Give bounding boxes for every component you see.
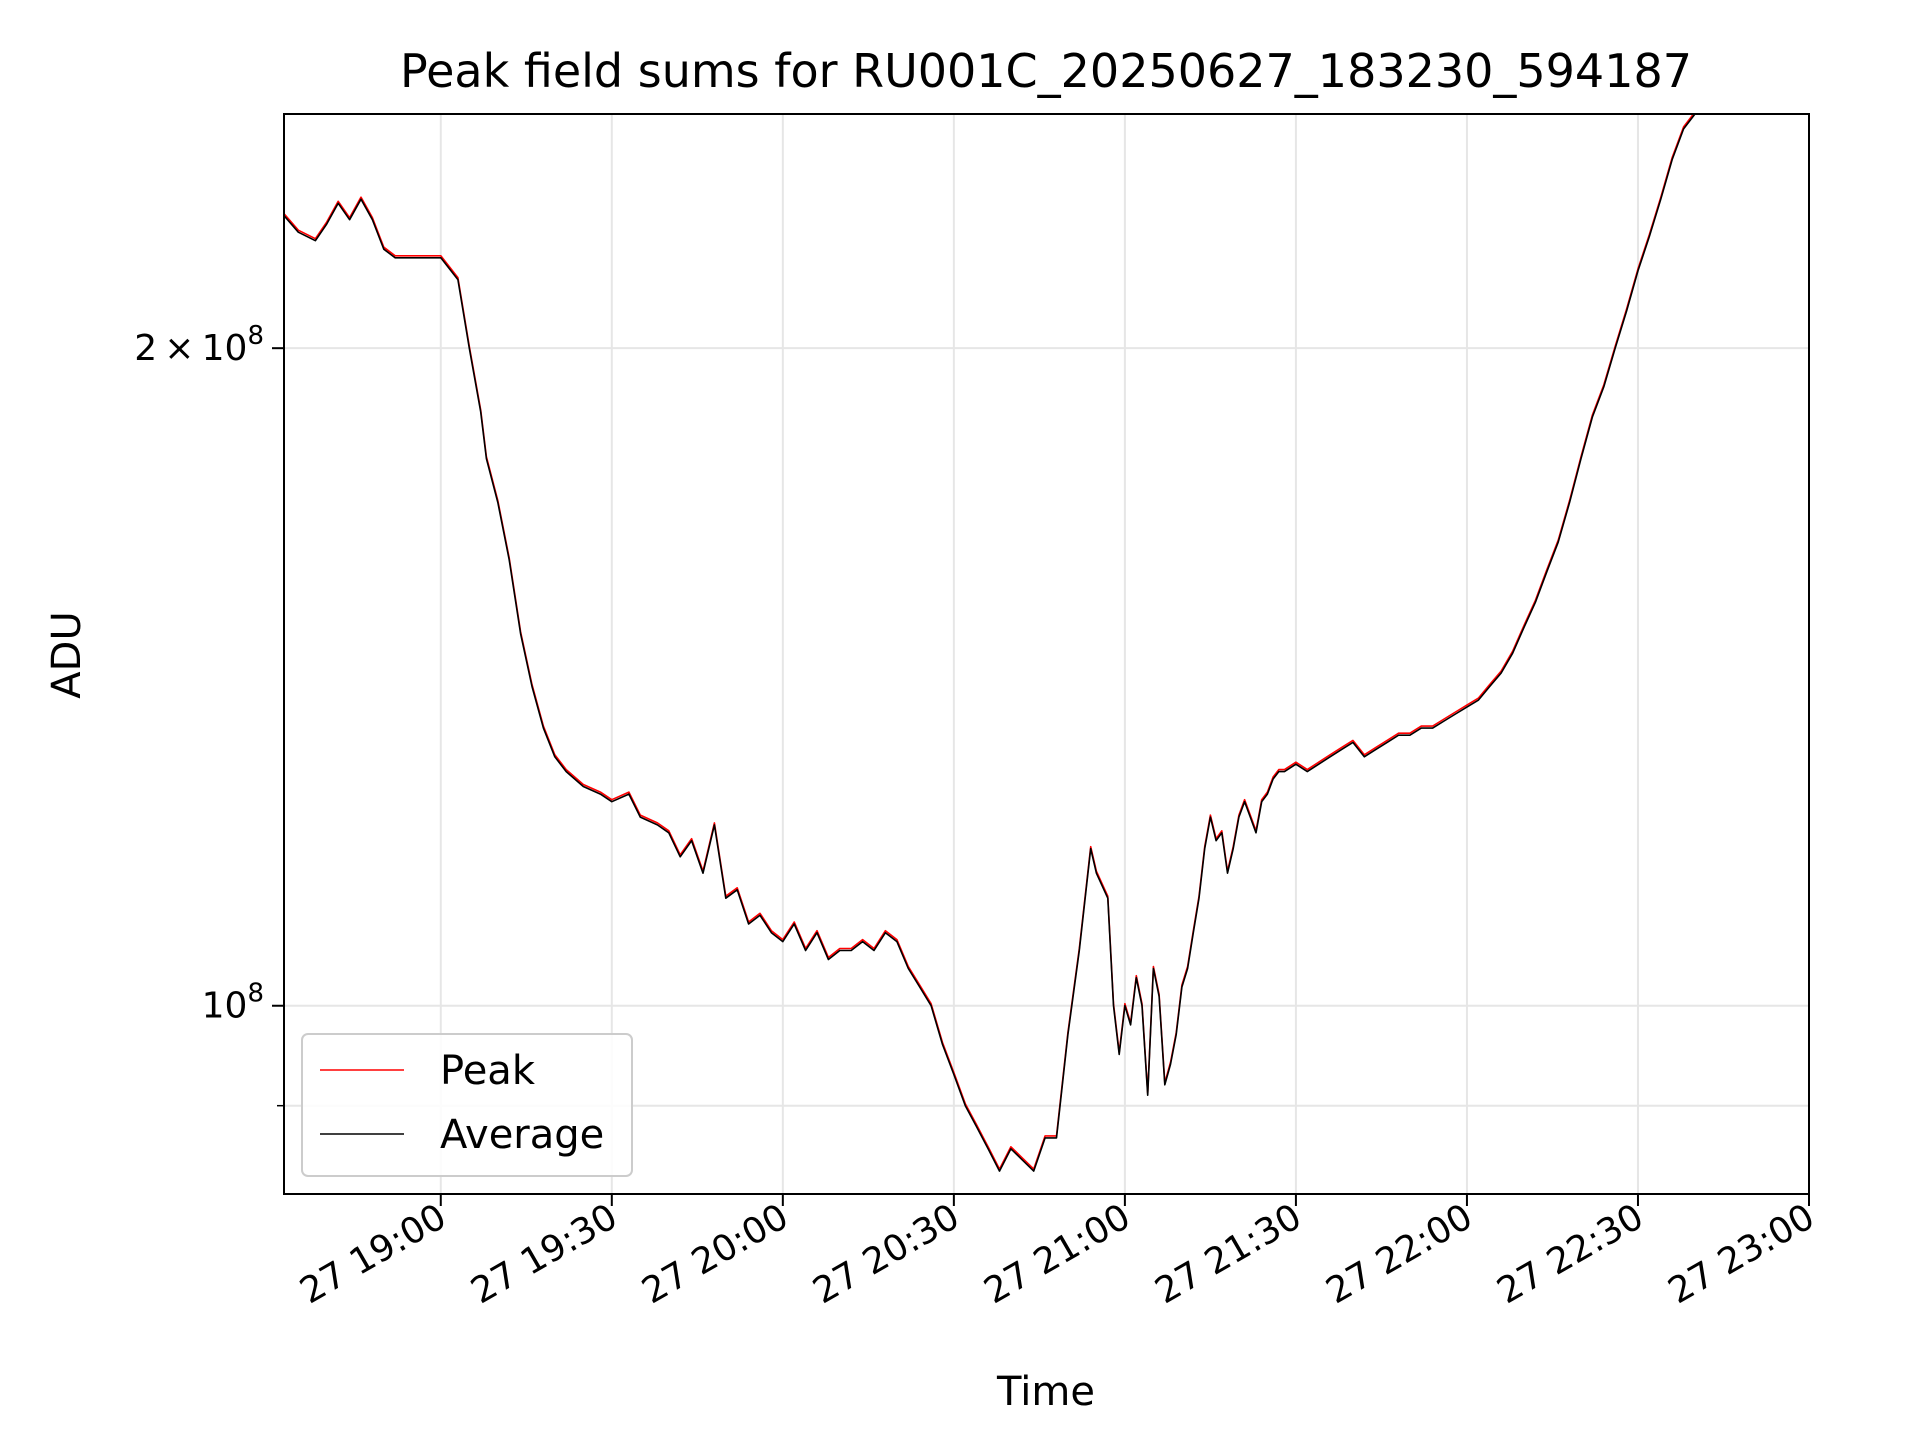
y-tick-exponent: 8 xyxy=(247,979,264,1009)
y-tick-coef: 2 xyxy=(134,328,157,369)
legend-label-peak: Peak xyxy=(440,1048,536,1094)
legend: Peak Average xyxy=(301,1033,633,1177)
chart-title: Peak field sums for RU001C_20250627_1832… xyxy=(400,44,1692,98)
y-axis-label: ADU xyxy=(44,611,90,698)
y-tick-label: 108 xyxy=(202,979,264,1027)
series-line-average xyxy=(284,114,1696,1172)
series-layer xyxy=(284,114,1696,1172)
y-tick-base: 10 xyxy=(202,986,248,1027)
y-tick-base: 10 xyxy=(202,328,248,369)
x-axis-label: Time xyxy=(996,1369,1095,1415)
y-tick-times: × xyxy=(157,328,202,369)
legend-label-average: Average xyxy=(440,1112,604,1158)
plot-frame xyxy=(283,113,1810,1195)
y-tick-exponent: 8 xyxy=(247,321,264,351)
y-tick-label: 2 × 108 xyxy=(134,321,264,369)
